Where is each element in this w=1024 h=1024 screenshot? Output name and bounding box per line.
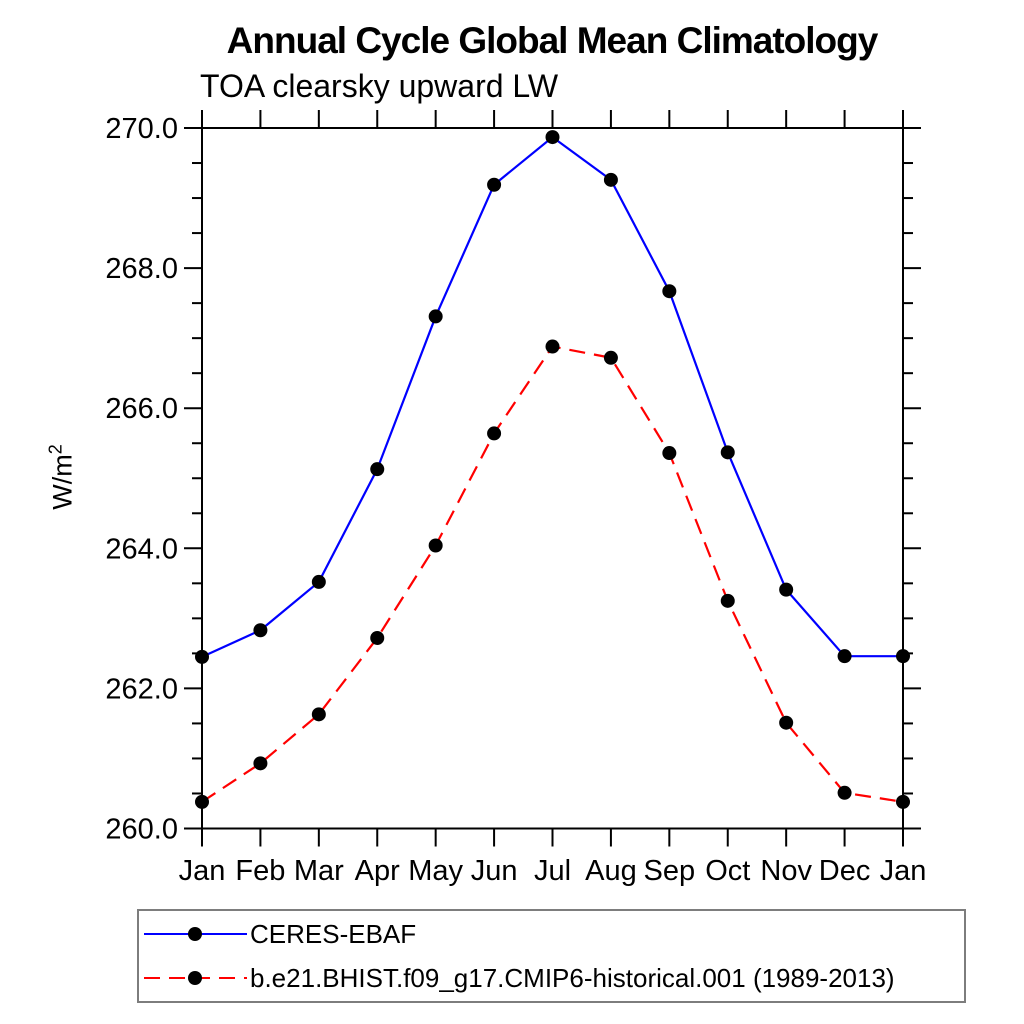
chart-title: Annual Cycle Global Mean Climatology: [226, 20, 879, 61]
y-tick-label: 260.0: [105, 814, 178, 846]
data-point-marker: [195, 649, 209, 664]
data-point-marker: [603, 350, 618, 365]
x-tick-label: Jan: [880, 855, 927, 887]
x-tick-label: Nov: [760, 855, 812, 887]
legend-label-observations: CERES-EBAF: [250, 918, 417, 949]
x-tick-label: Jan: [179, 855, 226, 887]
chart-subtitle: TOA clearsky upward LW: [200, 68, 559, 104]
data-point-marker: [662, 446, 677, 461]
data-point-marker: [779, 582, 794, 597]
legend-solid-line-icon: [144, 927, 247, 941]
y-tick-label: 266.0: [105, 393, 178, 425]
legend-dashed-line-icon: [144, 971, 247, 985]
data-point-marker: [662, 284, 677, 299]
data-point-marker: [779, 715, 794, 730]
series-line-0: [201, 135, 903, 658]
data-point-marker: [428, 538, 443, 553]
x-tick-label: Jun: [471, 855, 518, 887]
data-point-marker: [487, 177, 502, 192]
x-tick-label: Mar: [294, 855, 344, 887]
y-tick-label: 264.0: [105, 533, 178, 565]
data-point-marker: [311, 707, 326, 722]
data-point-marker: [545, 339, 560, 354]
x-tick-label: Feb: [235, 855, 285, 887]
data-point-marker: [720, 593, 735, 608]
data-point-marker: [253, 623, 268, 638]
data-point-marker: [428, 309, 443, 324]
x-tick-label: Sep: [644, 855, 696, 887]
data-point-marker: [370, 462, 385, 477]
x-tick-label: Oct: [705, 855, 750, 887]
data-point-marker: [370, 630, 385, 645]
x-tick-label: Apr: [355, 855, 400, 887]
data-point-marker: [311, 574, 326, 589]
data-point-marker: [896, 794, 910, 809]
series-line-1: [201, 345, 904, 803]
y-tick-label: 268.0: [105, 253, 178, 285]
legend-item-observations: CERES-EBAF: [139, 912, 964, 956]
legend: CERES-EBAF b.e21.BHIST.f09_g17.CMIP6-his…: [137, 909, 966, 1003]
data-point-marker: [837, 649, 852, 664]
data-point-marker: [603, 172, 618, 187]
data-point-marker: [195, 794, 209, 809]
x-tick-label: Jul: [534, 855, 571, 887]
data-point-marker: [720, 445, 735, 460]
y-tick-label: 270.0: [105, 113, 178, 145]
data-point-marker: [253, 756, 268, 771]
x-tick-label: May: [408, 855, 463, 887]
y-tick-label: 262.0: [105, 673, 178, 705]
data-point-marker: [896, 649, 910, 664]
legend-label-model: b.e21.BHIST.f09_g17.CMIP6-historical.001…: [250, 962, 895, 993]
legend-item-model: b.e21.BHIST.f09_g17.CMIP6-historical.001…: [139, 956, 964, 1000]
x-tick-label: Dec: [819, 855, 871, 887]
data-point-marker: [837, 785, 852, 800]
data-point-marker: [487, 426, 502, 441]
data-point-marker: [545, 130, 560, 145]
x-tick-label: Aug: [585, 855, 637, 887]
